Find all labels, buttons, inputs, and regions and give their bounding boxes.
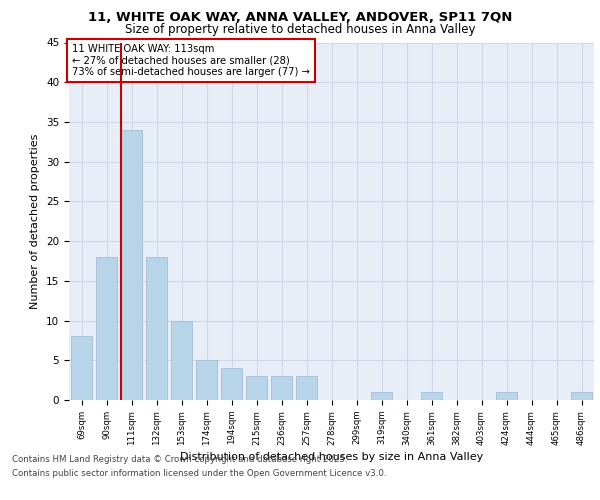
Bar xyxy=(121,130,142,400)
Y-axis label: Number of detached properties: Number of detached properties xyxy=(31,134,40,309)
X-axis label: Distribution of detached houses by size in Anna Valley: Distribution of detached houses by size … xyxy=(180,452,483,462)
Text: 11, WHITE OAK WAY, ANNA VALLEY, ANDOVER, SP11 7QN: 11, WHITE OAK WAY, ANNA VALLEY, ANDOVER,… xyxy=(88,11,512,24)
Bar xyxy=(296,376,317,400)
Bar xyxy=(196,360,217,400)
Bar xyxy=(246,376,267,400)
Text: Contains HM Land Registry data © Crown copyright and database right 2025.: Contains HM Land Registry data © Crown c… xyxy=(12,456,347,464)
Text: 11 WHITE OAK WAY: 113sqm
← 27% of detached houses are smaller (28)
73% of semi-d: 11 WHITE OAK WAY: 113sqm ← 27% of detach… xyxy=(71,44,310,78)
Text: Size of property relative to detached houses in Anna Valley: Size of property relative to detached ho… xyxy=(125,22,475,36)
Bar xyxy=(421,392,442,400)
Bar xyxy=(271,376,292,400)
Bar xyxy=(96,257,117,400)
Bar xyxy=(171,320,192,400)
Bar xyxy=(496,392,517,400)
Bar xyxy=(221,368,242,400)
Text: Contains public sector information licensed under the Open Government Licence v3: Contains public sector information licen… xyxy=(12,469,386,478)
Bar xyxy=(371,392,392,400)
Bar xyxy=(146,257,167,400)
Bar xyxy=(571,392,592,400)
Bar xyxy=(71,336,92,400)
